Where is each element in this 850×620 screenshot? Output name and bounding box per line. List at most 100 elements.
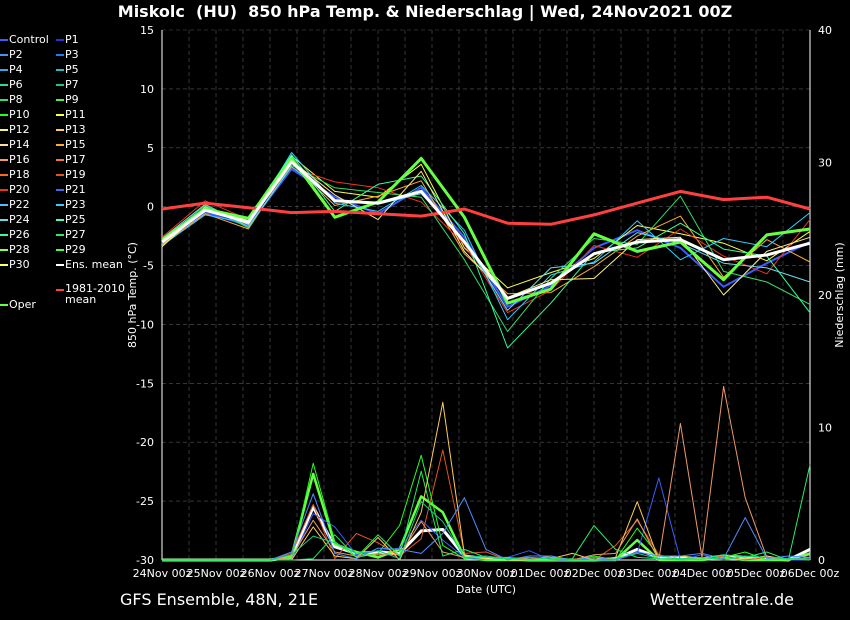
y2-tick-label: 20 (818, 289, 832, 302)
legend-item: P27 (56, 228, 86, 242)
legend-label: P8 (9, 93, 23, 106)
x-tick-label: 01Dec 00z (511, 567, 570, 580)
legend-item: P10 (0, 108, 30, 122)
temp-series-line (161, 168, 811, 308)
legend-item: P26 (0, 228, 30, 242)
x-tick-label: 05Dec 00z (727, 567, 786, 580)
legend-label: P26 (9, 228, 30, 241)
legend-item: Control (0, 33, 49, 47)
legend-label: P9 (65, 93, 79, 106)
legend-label: P15 (65, 138, 86, 151)
legend-item: P9 (56, 93, 79, 107)
y2-tick-label: 10 (818, 422, 832, 435)
legend: Control P1 P2 P3 P4 P5 P6 P7 P8 P9 P10 P11 P12 P13 P14… (0, 33, 135, 313)
legend-label: Control (9, 33, 49, 46)
legend-label: P12 (9, 123, 30, 136)
legend-item: P16 (0, 153, 30, 167)
legend-item: Ens. mean (56, 258, 123, 272)
footer-site-label: Wetterzentrale.de (649, 590, 794, 609)
legend-label: P3 (65, 48, 79, 61)
legend-item: P5 (56, 63, 79, 77)
y-tick-label: -10 (136, 318, 154, 331)
precip-series-line (162, 501, 810, 561)
legend-label: P10 (9, 108, 30, 121)
legend-item: P8 (0, 93, 23, 107)
legend-label: P18 (9, 168, 30, 181)
y2-tick-label: 30 (818, 157, 832, 170)
y2-tick-label: 0 (818, 554, 825, 567)
legend-item: P18 (0, 168, 30, 182)
x-axis-title: Date (UTC) (456, 583, 516, 596)
page-title: Miskolc (HU) 850 hPa Temp. & Niederschla… (117, 2, 733, 21)
x-tick-label: 26Nov 00z (241, 567, 300, 580)
legend-item: P12 (0, 123, 30, 137)
legend-item: P28 (0, 243, 30, 257)
legend-item: Oper (0, 298, 36, 312)
legend-label: P2 (9, 48, 23, 61)
y2-tick-label: 40 (818, 24, 832, 37)
y2-axis-title: Niederschlag (mm) (833, 242, 846, 347)
legend-item: P20 (0, 183, 30, 197)
legend-label: 1981-2010 mean (65, 282, 125, 306)
legend-item: P19 (56, 168, 86, 182)
legend-label: P24 (9, 213, 30, 226)
y-tick-label: 5 (147, 142, 154, 155)
legend-label: P6 (9, 78, 23, 91)
legend-label: P27 (65, 228, 86, 241)
legend-item: P11 (56, 108, 86, 122)
legend-item: P22 (0, 198, 30, 212)
legend-label: Ens. mean (65, 258, 123, 271)
y-tick-label: -25 (136, 495, 154, 508)
legend-item: P4 (0, 63, 23, 77)
y-tick-label: -30 (136, 554, 154, 567)
legend-label: P21 (65, 183, 86, 196)
legend-item: P29 (56, 243, 86, 257)
y-tick-label: 10 (140, 83, 154, 96)
x-tick-label: 29Nov 00z (403, 567, 462, 580)
x-tick-label: 25Nov 00z (187, 567, 246, 580)
x-tick-label: 28Nov 00z (349, 567, 408, 580)
legend-label: P28 (9, 243, 30, 256)
legend-label: P20 (9, 183, 30, 196)
x-tick-label: 03Dec 00z (619, 567, 678, 580)
legend-item: P2 (0, 48, 23, 62)
legend-item: P6 (0, 78, 23, 92)
legend-item: 1981-2010 mean (56, 283, 135, 305)
legend-label: P4 (9, 63, 23, 76)
y-tick-label: -5 (143, 260, 154, 273)
y-tick-label: -20 (136, 436, 154, 449)
x-tick-label: 24Nov 00z (133, 567, 192, 580)
temp-series-line (161, 189, 811, 226)
legend-label: P23 (65, 198, 86, 211)
precip-series-line (162, 477, 810, 561)
legend-label: P19 (65, 168, 86, 181)
legend-label: P29 (65, 243, 86, 256)
legend-item: P3 (56, 48, 79, 62)
x-tick-label: 27Nov 00z (295, 567, 354, 580)
legend-label: P5 (65, 63, 79, 76)
legend-label: P7 (65, 78, 79, 91)
legend-item: P14 (0, 138, 30, 152)
temp-series-line (161, 156, 811, 305)
legend-label: P25 (65, 213, 86, 226)
legend-item: P24 (0, 213, 30, 227)
legend-item: P21 (56, 183, 86, 197)
y-tick-label: -15 (136, 377, 154, 390)
temp-series-line (161, 160, 811, 300)
legend-item: P1 (56, 33, 79, 47)
legend-label: P11 (65, 108, 86, 121)
legend-item: P25 (56, 213, 86, 227)
legend-item: P7 (56, 78, 79, 92)
legend-item: P30 (0, 258, 30, 272)
x-tick-label: 30Nov 00z (457, 567, 516, 580)
legend-item: P23 (56, 198, 86, 212)
x-tick-label: 02Dec 00z (565, 567, 624, 580)
legend-label: Oper (9, 298, 36, 311)
y-tick-label: 0 (147, 201, 154, 214)
legend-label: P17 (65, 153, 86, 166)
y-tick-label: 15 (140, 24, 154, 37)
legend-label: P1 (65, 33, 79, 46)
footer-model-label: GFS Ensemble, 48N, 21E (120, 590, 319, 609)
legend-label: P30 (9, 258, 30, 271)
legend-label: P16 (9, 153, 30, 166)
